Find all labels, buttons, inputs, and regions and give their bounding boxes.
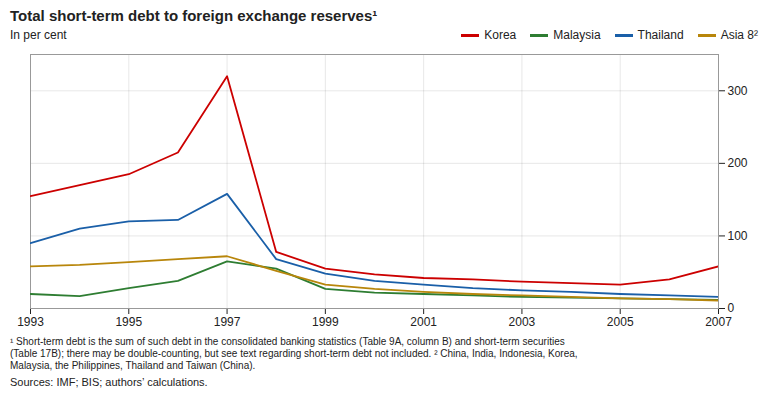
svg-text:1993: 1993 <box>17 315 44 329</box>
html-text:Sources: IMF; BIS; authors’ ca: Sources: IMF; BIS; authors’ calculations… <box>10 376 208 388</box>
html-text:Malaysia: Malaysia <box>553 28 601 42</box>
svg-text:1997: 1997 <box>214 315 241 329</box>
html-text:Asia 8²: Asia 8² <box>720 28 758 42</box>
svg-text:300: 300 <box>728 84 748 98</box>
svg-text:2001: 2001 <box>410 315 437 329</box>
svg-text:0: 0 <box>728 301 735 315</box>
svg-text:200: 200 <box>728 156 748 170</box>
svg-text:2005: 2005 <box>607 315 634 329</box>
html-text:Korea: Korea <box>484 28 517 42</box>
svg-text:2003: 2003 <box>509 315 536 329</box>
svg-text:1995: 1995 <box>115 315 142 329</box>
svg-text:100: 100 <box>728 229 748 243</box>
svg-text:2007: 2007 <box>705 315 732 329</box>
html-text:In per cent: In per cent <box>10 28 67 42</box>
html-text:¹ Short-term debt is the sum o: ¹ Short-term debt is the sum of such deb… <box>10 336 578 371</box>
html-text:Total short-term debt to forei: Total short-term debt to foreign exchang… <box>10 7 378 24</box>
html-text:Thailand: Thailand <box>637 28 684 42</box>
svg-text:1999: 1999 <box>312 315 339 329</box>
